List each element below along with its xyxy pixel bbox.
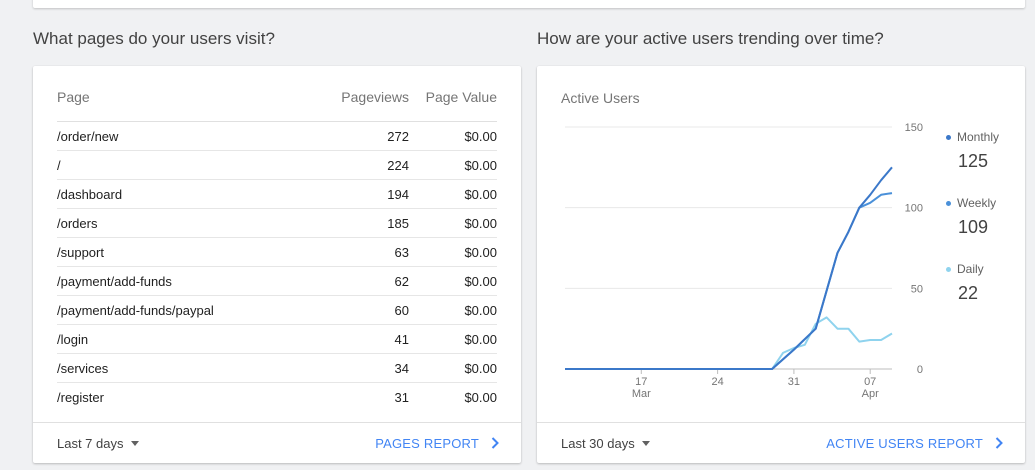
header-page-value: Page Value <box>425 89 497 105</box>
row-pageviews: 185 <box>387 215 409 231</box>
top-card-edge <box>33 0 1025 8</box>
chart-legend: Monthly 125 Weekly 109 Daily 22 <box>946 130 1016 328</box>
legend-label: Daily <box>946 262 1016 276</box>
active-users-report-link[interactable]: ACTIVE USERS REPORT <box>826 436 1003 451</box>
row-page-value: $0.00 <box>464 186 497 202</box>
table-row: /payment/add-funds/paypal 60 $0.00 <box>57 296 497 325</box>
pages-section-title: What pages do your users visit? <box>33 29 275 48</box>
row-pageviews: 224 <box>387 157 409 173</box>
row-pageviews: 60 <box>394 302 409 318</box>
header-page: Page <box>57 89 90 105</box>
legend-value: 125 <box>958 151 989 171</box>
series-line-weekly <box>565 192 893 370</box>
active-users-card: Active Users 0 50 100 150 17 Mar 24 31 07 Apr Mon… <box>537 66 1025 463</box>
pages-report-link[interactable]: PAGES REPORT <box>375 436 499 451</box>
table-row: /login 41 $0.00 <box>57 325 497 354</box>
header-pageviews: Pageviews <box>341 89 409 105</box>
x-tick-label: 24 <box>711 376 723 388</box>
row-page: /services <box>57 360 109 376</box>
date-range-label: Last 30 days <box>561 435 635 451</box>
pages-table: Page Pageviews Page Value /order/new 272 $… <box>57 88 497 412</box>
legend-item-weekly: Weekly 109 <box>946 196 1016 262</box>
legend-series-name: Daily <box>957 262 984 276</box>
x-tick-label: 31 <box>788 376 800 388</box>
x-tick-label: 17 <box>635 376 647 388</box>
x-tick-label: 07 <box>864 376 876 388</box>
legend-item-monthly: Monthly 125 <box>946 130 1016 196</box>
pages-date-range-select[interactable]: Last 7 days <box>57 436 139 451</box>
legend-series-name: Monthly <box>957 130 1000 144</box>
table-row: /orders 185 $0.00 <box>57 209 497 238</box>
users-date-range-select[interactable]: Last 30 days <box>561 436 650 451</box>
report-link-label: PAGES REPORT <box>375 435 479 451</box>
row-page: /orders <box>57 215 98 231</box>
table-header: Page Pageviews Page Value <box>57 88 497 122</box>
row-page: / <box>57 157 61 173</box>
y-tick-label: 150 <box>905 122 923 134</box>
row-pageviews: 194 <box>387 186 409 202</box>
row-page: /order/new <box>57 128 119 144</box>
row-page: /support <box>57 244 104 260</box>
table-row: /support 63 $0.00 <box>57 238 497 267</box>
legend-label: Weekly <box>946 196 1016 210</box>
legend-series-name: Weekly <box>957 196 997 210</box>
y-tick-label: 50 <box>911 283 923 295</box>
row-pageviews: 31 <box>394 390 409 405</box>
chevron-right-icon <box>995 437 1003 449</box>
chart-title: Active Users <box>561 90 640 106</box>
table-row: /services 34 $0.00 <box>57 354 497 383</box>
chevron-right-icon <box>491 437 499 449</box>
row-pageviews: 41 <box>394 331 409 347</box>
table-row: /register 31 $0.00 <box>57 383 497 412</box>
pages-card-footer: Last 7 days PAGES REPORT <box>33 422 521 463</box>
row-page: /login <box>57 331 89 347</box>
row-pageviews: 63 <box>394 244 409 260</box>
row-page-value: $0.00 <box>464 360 497 376</box>
caret-down-icon <box>130 441 139 446</box>
legend-dot-icon <box>946 266 951 272</box>
row-page: /register <box>57 390 104 405</box>
row-pageviews: 34 <box>394 360 409 376</box>
table-body: /order/new 272 $0.00 / 224 $0.00/dashboard 194… <box>57 122 497 412</box>
report-link-label: ACTIVE USERS REPORT <box>826 435 983 451</box>
table-row: /payment/add-funds 62 $0.00 <box>57 267 497 296</box>
legend-item-daily: Daily 22 <box>946 262 1016 328</box>
row-page: /dashboard <box>57 186 123 202</box>
row-page-value: $0.00 <box>464 390 497 405</box>
date-range-label: Last 7 days <box>57 435 124 451</box>
users-section-title: How are your active users trending over … <box>537 29 884 48</box>
table-row: /dashboard 194 $0.00 <box>57 180 497 209</box>
table-row: / 224 $0.00 <box>57 151 497 180</box>
series-line-monthly <box>565 166 893 370</box>
caret-down-icon <box>641 441 650 446</box>
row-page-value: $0.00 <box>464 273 497 289</box>
table-row: /order/new 272 $0.00 <box>57 122 497 151</box>
row-page-value: $0.00 <box>464 244 497 260</box>
row-page-value: $0.00 <box>464 302 497 318</box>
row-page-value: $0.00 <box>464 128 497 144</box>
users-card-footer: Last 30 days ACTIVE USERS REPORT <box>537 422 1025 463</box>
row-page-value: $0.00 <box>464 157 497 173</box>
row-page: /payment/add-funds/paypal <box>57 302 214 318</box>
legend-dot-icon <box>946 134 951 140</box>
x-tick-sublabel: Mar <box>632 388 651 400</box>
row-page-value: $0.00 <box>464 215 497 231</box>
pages-card: Page Pageviews Page Value /order/new 272 $… <box>33 66 521 463</box>
row-pageviews: 272 <box>387 128 409 144</box>
x-tick-sublabel: Apr <box>862 388 879 400</box>
row-page-value: $0.00 <box>464 331 497 347</box>
y-tick-label: 0 <box>917 364 923 376</box>
row-page: /payment/add-funds <box>57 273 172 289</box>
legend-dot-icon <box>946 200 951 206</box>
legend-value: 109 <box>958 217 989 237</box>
legend-value: 22 <box>958 283 979 303</box>
y-tick-label: 100 <box>905 203 923 215</box>
row-pageviews: 62 <box>394 273 409 289</box>
legend-label: Monthly <box>946 130 1016 144</box>
series-line-daily <box>565 316 893 370</box>
